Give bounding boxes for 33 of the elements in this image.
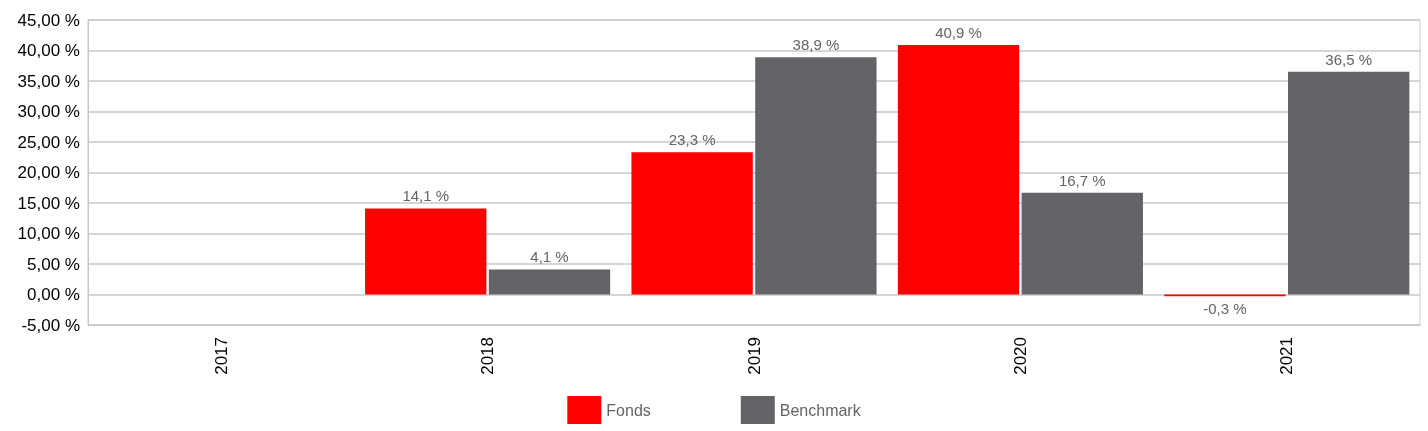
y-tick-label: 15,00 % [17, 193, 80, 213]
y-tick-label: 40,00 % [17, 41, 80, 60]
data-label: 23,3 % [668, 131, 716, 149]
data-label: -0,3 % [1203, 300, 1247, 318]
data-label: 16,7 % [1058, 171, 1106, 189]
y-tick-label: 5,00 % [27, 254, 80, 274]
y-tick-label: -5,00 % [21, 315, 80, 335]
y-tick-label: 10,00 % [17, 224, 80, 243]
x-tick-label: 2020 [1010, 337, 1030, 375]
data-label: 38,9 % [792, 36, 840, 54]
legend-label: Benchmark [779, 401, 862, 419]
x-tick-label: 2017 [211, 337, 231, 375]
bar [897, 45, 1020, 295]
bar [488, 269, 611, 295]
y-tick-label: 30,00 % [17, 102, 80, 121]
data-label: 14,1 % [402, 187, 450, 205]
y-tick-label: 25,00 % [17, 132, 80, 152]
y-tick-label: 0,00 % [27, 285, 80, 304]
data-label: 36,5 % [1325, 50, 1373, 68]
bar [365, 208, 487, 295]
y-tick-label: 45,00 % [17, 10, 80, 30]
bar [1021, 192, 1143, 295]
x-tick-label: 2019 [744, 337, 764, 375]
x-tick-label: 2018 [478, 337, 498, 375]
bar [755, 57, 877, 295]
legend-label: Fonds [606, 401, 651, 419]
x-tick-label: 2021 [1277, 337, 1297, 375]
data-label: 40,9 % [935, 24, 982, 42]
bar [631, 152, 753, 295]
y-tick-label: 20,00 % [17, 163, 80, 182]
bar [1288, 71, 1410, 295]
y-tick-label: 35,00 % [17, 71, 80, 91]
data-label: 4,1 % [530, 248, 569, 266]
